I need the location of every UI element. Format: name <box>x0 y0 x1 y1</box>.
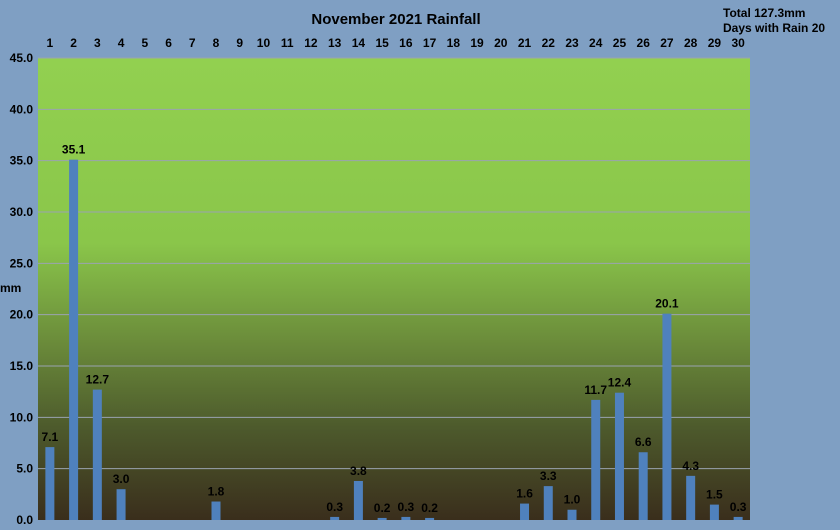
x-tick-label: 9 <box>236 36 243 50</box>
x-tick-label: 26 <box>637 36 651 50</box>
x-tick-label: 13 <box>328 36 342 50</box>
bar <box>543 486 553 520</box>
bar <box>662 313 672 520</box>
x-tick-label: 15 <box>375 36 389 50</box>
plot-area <box>38 58 750 520</box>
x-tick-label: 18 <box>447 36 461 50</box>
data-labels: 7.1 35.1 12.7 3.0 1.8 0.3 3.8 0.2 0.3 0.2 1.6 3.3 1.… <box>42 143 747 515</box>
bar <box>92 389 102 520</box>
x-tick-label: 14 <box>352 36 366 50</box>
x-tick-label: 27 <box>660 36 674 50</box>
data-label: 20.1 <box>655 297 679 311</box>
data-label: 0.3 <box>326 500 343 514</box>
bar <box>401 516 411 520</box>
y-tick-label: 20.0 <box>10 308 34 322</box>
bar <box>330 516 340 520</box>
x-tick-label: 21 <box>518 36 532 50</box>
x-tick-label: 5 <box>141 36 148 50</box>
data-label: 1.0 <box>564 493 581 507</box>
x-tick-label: 29 <box>708 36 722 50</box>
x-tick-label: 23 <box>565 36 579 50</box>
data-label: 35.1 <box>62 143 86 157</box>
y-axis-label: mm <box>0 281 21 295</box>
data-label: 7.1 <box>42 430 59 444</box>
bar <box>709 504 719 520</box>
data-label: 4.3 <box>682 459 699 473</box>
y-tick-label: 40.0 <box>10 102 34 116</box>
data-label: 3.3 <box>540 469 557 483</box>
x-tick-label: 3 <box>94 36 101 50</box>
bar <box>116 489 126 520</box>
x-tick-label: 4 <box>118 36 125 50</box>
bar <box>567 509 577 520</box>
x-tick-label: 12 <box>304 36 318 50</box>
x-tick-label: 1 <box>47 36 54 50</box>
x-tick-label: 2 <box>70 36 77 50</box>
chart-title: November 2021 Rainfall <box>311 11 480 28</box>
data-label: 0.3 <box>398 500 415 514</box>
data-label: 6.6 <box>635 435 652 449</box>
data-label: 0.2 <box>421 501 438 515</box>
x-tick-label: 8 <box>213 36 220 50</box>
x-tick-label: 19 <box>470 36 484 50</box>
y-tick-label: 0.0 <box>16 513 33 527</box>
bars <box>45 159 743 520</box>
x-tick-label: 7 <box>189 36 196 50</box>
bar <box>45 447 55 520</box>
x-tick-label: 22 <box>542 36 556 50</box>
bar <box>425 517 435 520</box>
data-label: 12.7 <box>86 373 110 387</box>
y-axis-ticks: 0.0 5.0 10.0 15.0 20.0 25.0 30.0 35.0 40.0 45.0 <box>10 51 34 527</box>
bar <box>211 501 221 520</box>
data-label: 3.8 <box>350 464 367 478</box>
data-label: 0.3 <box>730 500 747 514</box>
bar <box>733 516 743 520</box>
x-tick-label: 30 <box>731 36 745 50</box>
x-tick-label: 25 <box>613 36 627 50</box>
bar <box>686 475 696 520</box>
data-label: 0.2 <box>374 501 391 515</box>
data-label: 12.4 <box>608 376 632 390</box>
y-tick-label: 15.0 <box>10 359 34 373</box>
bar <box>591 399 601 520</box>
x-tick-label: 28 <box>684 36 698 50</box>
gridlines <box>38 57 750 470</box>
bar <box>377 517 387 520</box>
data-label: 1.5 <box>706 488 723 502</box>
bar <box>614 392 624 520</box>
days-with-rain: Days with Rain 20 <box>723 21 825 35</box>
y-tick-label: 30.0 <box>10 205 34 219</box>
data-label: 11.7 <box>584 383 607 397</box>
x-tick-label: 10 <box>257 36 271 50</box>
data-label: 1.6 <box>516 487 533 501</box>
x-tick-label: 16 <box>399 36 413 50</box>
bar <box>638 452 648 520</box>
y-tick-label: 25.0 <box>10 256 34 270</box>
x-tick-label: 6 <box>165 36 172 50</box>
x-tick-label: 11 <box>281 36 294 50</box>
y-tick-label: 5.0 <box>16 462 33 476</box>
data-label: 1.8 <box>208 485 225 499</box>
total-rainfall: Total 127.3mm <box>723 6 805 20</box>
y-tick-label: 35.0 <box>10 154 34 168</box>
y-tick-label: 45.0 <box>10 51 34 65</box>
y-tick-label: 10.0 <box>10 410 34 424</box>
x-tick-label: 17 <box>423 36 437 50</box>
x-axis-ticks: 1 2 3 4 5 6 7 8 9 10 11 12 13 14 15 16 17 18 19 20 21 22 23 24 2… <box>47 36 746 50</box>
bar <box>520 503 530 520</box>
data-label: 3.0 <box>113 472 130 486</box>
bar <box>353 480 363 520</box>
x-tick-label: 20 <box>494 36 508 50</box>
x-tick-label: 24 <box>589 36 603 50</box>
bar <box>69 159 79 520</box>
